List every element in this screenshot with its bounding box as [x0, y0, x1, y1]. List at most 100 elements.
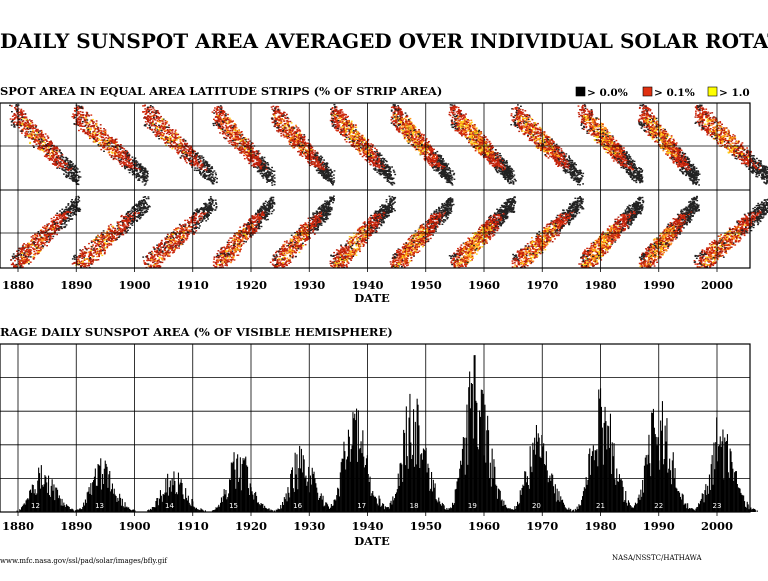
- butterfly-mark: [168, 139, 171, 141]
- butterfly-mark: [189, 150, 191, 153]
- butterfly-mark: [40, 134, 43, 136]
- butterfly-mark: [204, 203, 206, 206]
- butterfly-mark: [175, 234, 178, 237]
- butterfly-mark: [115, 145, 118, 148]
- butterfly-mark: [95, 253, 98, 255]
- butterfly-mark: [232, 137, 235, 140]
- butterfly-mark: [168, 131, 171, 134]
- butterfly-mark: [156, 244, 158, 246]
- butterfly-mark: [43, 151, 46, 153]
- butterfly-mark: [174, 131, 177, 133]
- butterfly-mark: [13, 124, 16, 127]
- butterfly-mark: [153, 254, 156, 257]
- butterfly-mark: [53, 229, 56, 231]
- butterfly-mark: [249, 148, 251, 150]
- butterfly-mark: [69, 171, 72, 174]
- butterfly-mark: [40, 138, 43, 140]
- butterfly-mark: [241, 134, 244, 136]
- butterfly-mark: [73, 107, 76, 109]
- butterfly-mark: [106, 231, 109, 234]
- butterfly-mark: [21, 252, 24, 254]
- butterfly-mark: [15, 105, 17, 107]
- butterfly-mark: [263, 162, 266, 165]
- butterfly-mark: [271, 179, 274, 181]
- butterfly-mark: [172, 239, 175, 241]
- butterfly-mark: [102, 139, 105, 141]
- butterfly-mark: [174, 248, 177, 250]
- butterfly-mark: [195, 157, 197, 159]
- butterfly-mark: [63, 218, 65, 220]
- butterfly-mark: [142, 167, 145, 169]
- butterfly-mark: [58, 215, 61, 218]
- butterfly-mark: [52, 226, 54, 229]
- butterfly-mark: [171, 242, 174, 244]
- butterfly-mark: [139, 216, 142, 219]
- butterfly-mark: [30, 246, 32, 248]
- butterfly-mark: [196, 161, 198, 163]
- butterfly-mark: [132, 208, 135, 210]
- butterfly-mark: [123, 226, 126, 228]
- butterfly-mark: [48, 148, 51, 151]
- butterfly-mark: [23, 127, 25, 130]
- butterfly-mark: [97, 144, 100, 146]
- butterfly-mark: [145, 110, 148, 112]
- butterfly-mark: [216, 121, 218, 123]
- butterfly-mark: [175, 144, 178, 146]
- butterfly-mark: [83, 257, 85, 259]
- butterfly-mark: [10, 263, 13, 266]
- butterfly-mark: [99, 245, 101, 248]
- butterfly-mark: [139, 208, 142, 210]
- butterfly-mark: [56, 216, 59, 219]
- butterfly-mark: [81, 106, 84, 108]
- butterfly-mark: [58, 214, 60, 217]
- butterfly-mark: [57, 157, 60, 159]
- butterfly-mark: [263, 170, 265, 172]
- butterfly-mark: [28, 261, 31, 263]
- butterfly-mark: [78, 262, 80, 264]
- butterfly-mark: [164, 253, 167, 256]
- butterfly-mark: [239, 145, 242, 148]
- butterfly-mark: [197, 158, 199, 161]
- butterfly-mark: [71, 176, 74, 178]
- butterfly-mark: [88, 253, 91, 255]
- butterfly-mark: [25, 245, 28, 247]
- butterfly-mark: [128, 219, 130, 221]
- butterfly-mark: [255, 158, 258, 160]
- butterfly-mark: [229, 137, 232, 140]
- butterfly-mark: [174, 146, 177, 148]
- butterfly-mark: [98, 236, 101, 238]
- butterfly-mark: [230, 141, 233, 143]
- butterfly-mark: [19, 252, 22, 255]
- butterfly-mark: [87, 125, 90, 127]
- butterfly-mark: [158, 251, 161, 253]
- butterfly-mark: [23, 116, 26, 118]
- butterfly-mark: [172, 133, 174, 135]
- butterfly-mark: [55, 151, 57, 154]
- butterfly-mark: [230, 143, 233, 145]
- butterfly-mark: [96, 259, 98, 261]
- butterfly-mark: [77, 209, 79, 211]
- butterfly-mark: [93, 124, 96, 127]
- butterfly-mark: [45, 144, 48, 146]
- butterfly-mark: [94, 241, 97, 243]
- butterfly-mark: [97, 131, 100, 133]
- butterfly-mark: [127, 221, 130, 223]
- butterfly-mark: [118, 221, 121, 223]
- butterfly-mark: [108, 229, 111, 231]
- butterfly-mark: [171, 134, 173, 136]
- butterfly-mark: [89, 259, 92, 261]
- butterfly-mark: [102, 239, 105, 242]
- butterfly-mark: [64, 161, 67, 163]
- butterfly-mark: [203, 215, 206, 218]
- butterfly-mark: [102, 130, 105, 132]
- butterfly-mark: [75, 204, 78, 206]
- butterfly-mark: [137, 216, 140, 219]
- butterfly-mark: [132, 212, 135, 214]
- butterfly-mark: [166, 244, 169, 247]
- butterfly-mark: [56, 149, 58, 152]
- butterfly-mark: [196, 210, 199, 212]
- butterfly-mark: [26, 248, 29, 251]
- butterfly-mark: [80, 262, 83, 265]
- butterfly-mark: [229, 119, 232, 121]
- butterfly-mark: [200, 217, 202, 219]
